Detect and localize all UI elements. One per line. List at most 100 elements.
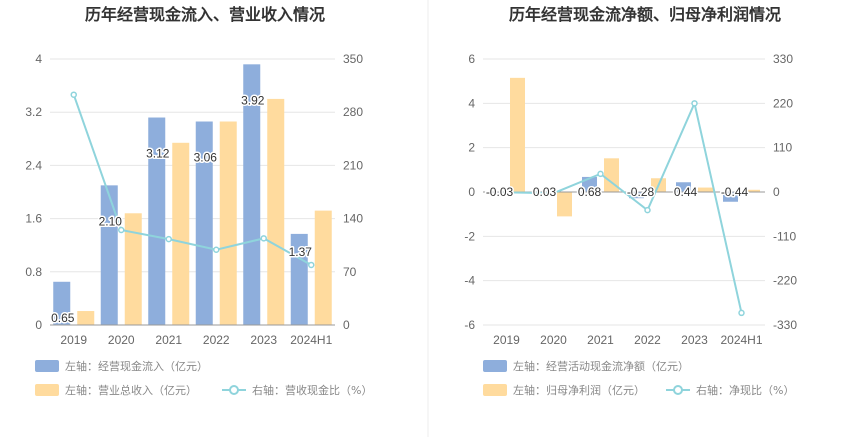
chart1-legend-label-revenue: 左轴：营业总收入（亿元）: [65, 383, 197, 397]
chart2-left-tick-label: 4: [468, 96, 475, 110]
chart1-bar-b[interactable]: [267, 98, 285, 326]
chart1-x-tick-label: 2019: [60, 333, 87, 347]
chart2-plot: -6 -4 -2 0 2 4 6 -330 -220 -110 0 110 220 330 2019 2020…: [464, 52, 797, 347]
chart1-data-label: 3.92: [241, 93, 265, 107]
chart2-legend: 左轴：经营活动现金流净额（亿元） 左轴：归母净利润（亿元） 右轴：净现比（%）: [483, 359, 794, 397]
chart1-right-tick-label: 350: [343, 52, 363, 66]
chart1-ratio-point[interactable]: [118, 226, 125, 234]
chart1-right-tick-label: 70: [343, 265, 357, 279]
chart2-data-label: 0.68: [578, 185, 602, 199]
chart2-data-label: -0.28: [627, 185, 655, 199]
chart2-bar-b[interactable]: [698, 187, 713, 192]
chart2-bar-a[interactable]: [723, 192, 738, 202]
chart2-left-tick-label: -4: [464, 274, 475, 288]
chart2-ratio-point[interactable]: [738, 309, 745, 317]
chart2-legend-label-ratio: 右轴：净现比（%）: [696, 383, 794, 397]
chart1-data-label: 2.10: [99, 214, 123, 228]
chart2-data-label: 0.03: [533, 185, 557, 199]
chart2-bar-a[interactable]: [629, 192, 644, 199]
chart1-ratio-point[interactable]: [70, 91, 77, 98]
chart1-bar-b[interactable]: [314, 210, 332, 325]
chart1-right-tick-label: 210: [343, 158, 363, 172]
chart2-left-tick-label: -6: [464, 318, 475, 332]
chart2-bar-b[interactable]: [604, 158, 619, 192]
chart1-bar-b[interactable]: [172, 142, 190, 325]
chart1-right-tick-label: 140: [343, 212, 363, 226]
chart2-legend-label-net-cash: 左轴：经营活动现金流净额（亿元）: [513, 359, 689, 373]
chart2-ratio-point[interactable]: [644, 206, 651, 214]
chart1-bar-a[interactable]: [148, 117, 166, 326]
chart2-x-tick-label: 2023: [681, 333, 708, 347]
chart1-left-tick-label: 2.4: [25, 158, 42, 172]
chart1-legend-marker-ratio: [229, 385, 239, 395]
chart2-legend-swatch-net-profit: [483, 384, 507, 396]
chart2-right-tick-label: 0: [773, 185, 780, 199]
chart2-bar-b[interactable]: [745, 189, 760, 192]
chart1-ratio-point[interactable]: [213, 246, 220, 254]
chart1-ratio-point[interactable]: [308, 261, 315, 269]
chart1-bar-b[interactable]: [219, 121, 237, 325]
chart2-right-tick-label: -330: [773, 318, 797, 332]
chart1-legend-swatch-revenue: [35, 384, 59, 396]
chart1-left-tick-label: 3.2: [25, 105, 42, 119]
chart2-legend-item-net-cash[interactable]: 左轴：经营活动现金流净额（亿元）: [483, 359, 689, 373]
chart1-left-tick-label: 0.8: [25, 265, 42, 279]
chart2-right-tick-label: -220: [773, 274, 797, 288]
chart2-legend-item-ratio[interactable]: 右轴：净现比（%）: [666, 383, 794, 397]
chart2-legend-item-net-profit[interactable]: 左轴：归母净利润（亿元）: [483, 383, 645, 397]
chart2-x-tick-label: 2022: [634, 333, 661, 347]
chart1-data-label: 1.37: [289, 245, 313, 259]
chart2-left-tick-label: 6: [468, 52, 475, 66]
chart1-bar-a[interactable]: [243, 64, 261, 325]
chart2-legend-marker-ratio: [673, 385, 683, 395]
chart1-right-tick-label: 0: [343, 318, 350, 332]
chart2-x-tick-label: 2020: [540, 333, 567, 347]
chart1-right-tick-label: 280: [343, 105, 363, 119]
chart2-data-label: -0.03: [486, 185, 514, 199]
chart2-x-tick-label: 2019: [493, 333, 520, 347]
chart1-ratio-line: [72, 94, 312, 266]
chart1-data-label: 3.06: [194, 151, 218, 165]
chart1-legend: 左轴：经营现金流入（亿元） 左轴：营业总收入（亿元） 右轴：营收现金比（%）: [35, 359, 372, 397]
chart1-x-tick-label: 2023: [250, 333, 277, 347]
chart1-ratio-point[interactable]: [260, 235, 267, 242]
chart1-x-tick-label: 2024H1: [290, 333, 332, 347]
chart2-data-label: -0.44: [721, 185, 749, 199]
chart2-title: 历年经营现金流净额、归母净利润情况: [509, 5, 781, 24]
chart1-legend-swatch-cash-inflow: [35, 360, 59, 372]
chart2-ratio-point[interactable]: [691, 100, 698, 107]
chart2-bar-b[interactable]: [557, 192, 572, 217]
chart2-right-tick-label: -110: [773, 229, 796, 243]
chart1-legend-item-cash-inflow[interactable]: 左轴：经营现金流入（亿元）: [35, 359, 208, 373]
chart1-bar-a[interactable]: [53, 281, 71, 325]
chart2-x-tick-label: 2021: [587, 333, 614, 347]
chart2-ratio-point[interactable]: [550, 189, 557, 197]
chart1-legend-item-revenue[interactable]: 左轴：营业总收入（亿元）: [35, 383, 197, 397]
chart2-ratio-point[interactable]: [597, 170, 604, 178]
chart1-bar-a[interactable]: [100, 185, 118, 325]
chart2-right-tick-label: 110: [773, 141, 792, 155]
chart1-bar-b[interactable]: [124, 213, 142, 325]
chart2-right-tick-label: 220: [773, 96, 793, 110]
chart1-x-tick-label: 2020: [108, 333, 135, 347]
chart1-legend-label-ratio: 右轴：营收现金比（%）: [252, 383, 372, 397]
chart2-legend-swatch-net-cash: [483, 360, 507, 372]
chart2-right-tick-label: 330: [773, 52, 793, 66]
chart2-bar-b[interactable]: [510, 77, 525, 192]
chart1-left-tick-label: 0: [35, 318, 42, 332]
chart1-data-label: 3.12: [146, 147, 170, 161]
chart1-legend-label-cash-inflow: 左轴：经营现金流入（亿元）: [65, 359, 208, 373]
chart2-x-tick-label: 2024H1: [720, 333, 762, 347]
chart2-ratio-point[interactable]: [503, 189, 510, 196]
chart2-ratio-line: [506, 100, 743, 314]
chart2-left-tick-label: 0: [468, 185, 475, 199]
chart1-ratio-point[interactable]: [165, 235, 172, 243]
chart1-title: 历年经营现金流入、营业收入情况: [85, 5, 325, 24]
chart1-bar-a[interactable]: [195, 121, 213, 325]
chart2-bar-a[interactable]: [676, 182, 691, 192]
chart1-left-tick-label: 1.6: [25, 212, 42, 226]
chart2-left-tick-label: -2: [464, 229, 475, 243]
chart1-bar-b[interactable]: [77, 311, 95, 325]
chart1-data-label: 0.65: [51, 311, 75, 325]
chart1-legend-item-ratio[interactable]: 右轴：营收现金比（%）: [222, 383, 372, 397]
